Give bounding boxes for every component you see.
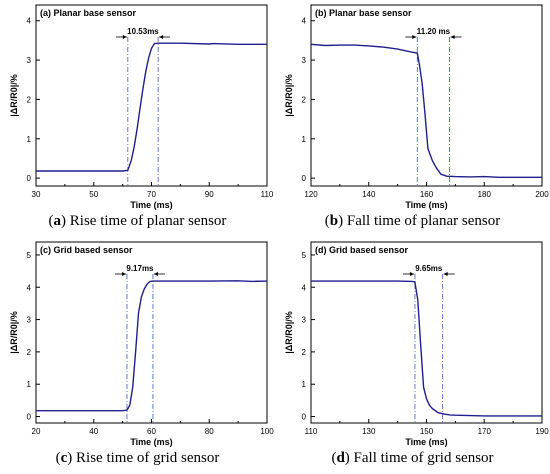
x-axis-label: Time (ms) — [405, 437, 447, 447]
y-tick-label: 2 — [27, 348, 32, 357]
x-tick-label: 190 — [535, 427, 549, 436]
x-tick-label: 40 — [89, 427, 98, 436]
y-tick-label: 0 — [302, 174, 307, 183]
annotation-arrowhead — [450, 35, 455, 39]
y-tick-label: 5 — [302, 251, 307, 260]
chart-panel-c: 20 40 60 80 100 0 1 2 3 4 5 Time (ms) |ΔR/R0|/% (c) G… — [0, 237, 275, 474]
y-tick-label: 5 — [27, 251, 32, 260]
chart-title: (b) Planar base sensor — [315, 8, 412, 18]
x-axis-label: Time (ms) — [405, 200, 447, 210]
annotation-arrowhead — [153, 272, 158, 276]
x-tick-label: 100 — [260, 427, 274, 436]
y-tick-label: 3 — [302, 316, 307, 325]
caption-d: (d) Fall time of grid sensor — [331, 450, 494, 466]
chart-panel-b: 120 140 160 180 200 0 1 2 3 4 Time (ms) |ΔR/R0|/% (b… — [275, 0, 550, 237]
series-line — [311, 280, 542, 417]
annotation-arrowhead — [409, 272, 414, 276]
y-tick-label: 0 — [27, 413, 32, 422]
annotation-arrowhead — [159, 35, 164, 39]
x-tick-label: 110 — [305, 427, 318, 436]
y-axis-label: |ΔR/R0|/% — [9, 74, 19, 117]
x-tick-label: 120 — [304, 190, 318, 199]
caption-letter: a — [53, 213, 62, 229]
chart-svg-c: 20 40 60 80 100 0 1 2 3 4 5 Time (ms) |ΔR/R0|/% (c) G… — [9, 241, 274, 447]
x-tick-label: 20 — [32, 427, 41, 436]
series-line — [310, 43, 542, 179]
chart-title: (a) Planar base sensor — [40, 8, 137, 18]
x-tick-label: 130 — [362, 427, 376, 436]
x-tick-label: 90 — [205, 190, 214, 199]
caption-text: Fall time of grid sensor — [353, 450, 494, 466]
y-tick-label: 4 — [302, 283, 307, 292]
x-tick-label: 160 — [420, 190, 434, 199]
x-tick-label: 60 — [147, 427, 156, 436]
x-tick-label: 150 — [420, 427, 434, 436]
annotation-label: 9.17ms — [126, 264, 154, 273]
caption-letter: c — [60, 450, 68, 466]
chart-svg-d: 110 130 150 170 190 0 1 2 3 4 5 Time (ms) |ΔR/R0|/% (… — [284, 241, 549, 447]
x-axis-label: Time (ms) — [130, 437, 172, 447]
y-tick-label: 3 — [27, 56, 32, 65]
y-axis-label: |ΔR/R0|/% — [9, 311, 19, 354]
y-tick-label: 4 — [302, 17, 307, 26]
annotation-label: 9.65ms — [415, 264, 443, 273]
y-tick-label: 4 — [27, 17, 32, 26]
x-axis-label: Time (ms) — [130, 200, 172, 210]
y-tick-label: 3 — [27, 316, 32, 325]
x-tick-label: 180 — [478, 190, 492, 199]
x-tick-label: 70 — [147, 190, 156, 199]
y-axis-label: |ΔR/R0|/% — [284, 74, 294, 117]
x-tick-label: 80 — [205, 427, 214, 436]
y-tick-label: 1 — [27, 380, 32, 389]
caption-text: Rise time of grid sensor — [76, 450, 220, 466]
caption-b: (b) Fall time of planar sensor — [324, 213, 501, 229]
caption-a: (a) Rise time of planar sensor — [48, 213, 227, 229]
annotation-arrowhead — [443, 272, 448, 276]
x-tick-label: 50 — [89, 190, 98, 199]
chart-panel-d: 110 130 150 170 190 0 1 2 3 4 5 Time (ms) |ΔR/R0|/% (… — [275, 237, 550, 474]
y-tick-label: 0 — [302, 413, 307, 422]
annotation-label: 10.53ms — [127, 27, 159, 36]
y-tick-label: 2 — [27, 95, 32, 104]
caption-letter: d — [336, 450, 345, 466]
x-tick-label: 110 — [261, 190, 274, 199]
y-tick-label: 4 — [27, 283, 32, 292]
annotation-arrowhead — [122, 35, 127, 39]
caption-letter: b — [329, 213, 339, 229]
y-tick-label: 1 — [27, 135, 32, 144]
chart-title: (c) Grid based sensor — [40, 245, 133, 255]
x-tick-label: 30 — [32, 190, 41, 199]
series-line — [36, 42, 267, 172]
y-axis-label: |ΔR/R0|/% — [284, 311, 294, 354]
caption-text: Fall time of planar sensor — [346, 213, 501, 229]
x-tick-label: 170 — [478, 427, 492, 436]
series-line — [36, 280, 268, 412]
y-tick-label: 2 — [302, 95, 307, 104]
chart-title: (d) Grid based sensor — [315, 245, 409, 255]
y-tick-label: 1 — [302, 135, 307, 144]
x-tick-label: 140 — [362, 190, 376, 199]
y-tick-label: 1 — [302, 380, 307, 389]
annotation-arrowhead — [412, 35, 417, 39]
x-tick-label: 200 — [535, 190, 549, 199]
y-tick-label: 0 — [27, 174, 32, 183]
annotation-arrowhead — [121, 272, 126, 276]
caption-text: Rise time of planar sensor — [69, 213, 227, 229]
chart-svg-a: 30 50 70 90 110 0 1 2 3 4 Time (ms) |ΔR/R0|/% (a) Pl… — [9, 4, 274, 210]
y-tick-label: 3 — [302, 56, 307, 65]
chart-svg-b: 120 140 160 180 200 0 1 2 3 4 Time (ms) |ΔR/R0|/% (b… — [284, 4, 549, 210]
y-tick-label: 2 — [302, 348, 307, 357]
caption-c: (c) Rise time of grid sensor — [55, 450, 220, 466]
annotation-label: 11.20 ms — [417, 27, 451, 36]
chart-panel-a: 30 50 70 90 110 0 1 2 3 4 Time (ms) |ΔR/R0|/% (a) Pl… — [0, 0, 275, 237]
